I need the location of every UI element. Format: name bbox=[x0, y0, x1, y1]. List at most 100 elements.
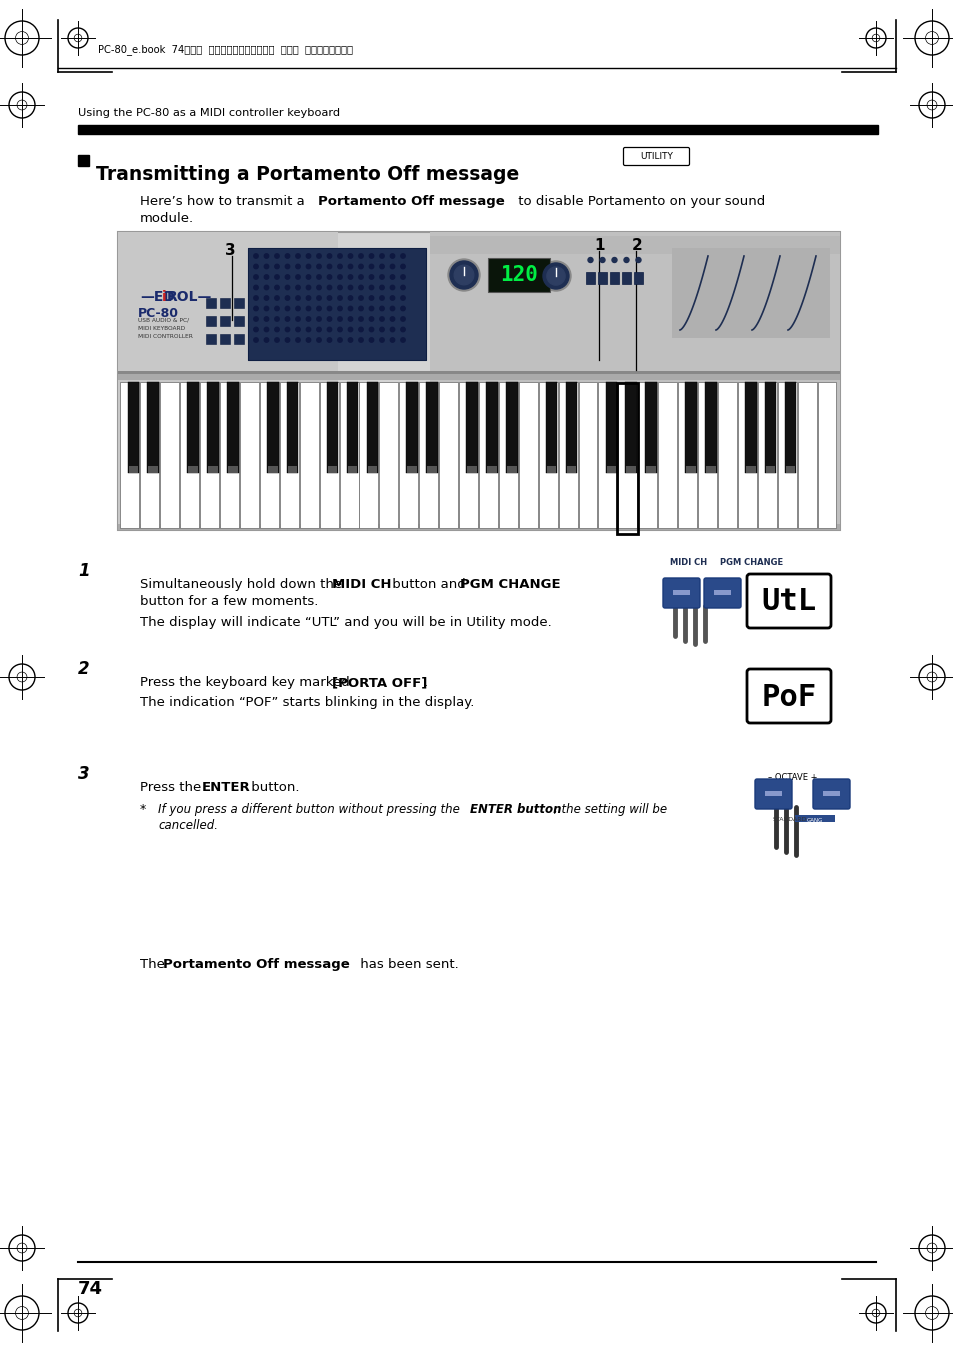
Text: GANG: GANG bbox=[806, 817, 822, 823]
Circle shape bbox=[400, 265, 405, 269]
Bar bbox=[208, 466, 217, 473]
Circle shape bbox=[285, 265, 290, 269]
Bar bbox=[430, 232, 840, 530]
Circle shape bbox=[358, 254, 363, 258]
Bar bbox=[228, 466, 237, 473]
Circle shape bbox=[306, 296, 311, 300]
Bar bbox=[658, 382, 677, 528]
Circle shape bbox=[390, 296, 395, 300]
Circle shape bbox=[400, 285, 405, 289]
Bar bbox=[366, 382, 377, 473]
Circle shape bbox=[253, 265, 258, 269]
Bar bbox=[328, 466, 337, 473]
Bar bbox=[220, 299, 230, 308]
Circle shape bbox=[285, 254, 290, 258]
Circle shape bbox=[358, 274, 363, 280]
Bar bbox=[160, 382, 179, 528]
Bar bbox=[566, 466, 576, 473]
Bar bbox=[645, 382, 657, 473]
Circle shape bbox=[348, 274, 353, 280]
Text: Press the: Press the bbox=[140, 781, 205, 794]
Circle shape bbox=[369, 296, 374, 300]
Text: PGM CHANGE: PGM CHANGE bbox=[720, 558, 782, 567]
Bar bbox=[240, 382, 258, 528]
Bar bbox=[220, 334, 230, 345]
Circle shape bbox=[285, 274, 290, 280]
Bar bbox=[233, 299, 244, 308]
Circle shape bbox=[348, 338, 353, 342]
Circle shape bbox=[337, 254, 342, 258]
Bar bbox=[744, 382, 756, 473]
FancyBboxPatch shape bbox=[623, 147, 689, 166]
FancyBboxPatch shape bbox=[746, 574, 830, 628]
FancyBboxPatch shape bbox=[746, 669, 830, 723]
Circle shape bbox=[316, 307, 321, 311]
Bar bbox=[118, 232, 337, 530]
Bar bbox=[140, 382, 159, 528]
Bar bbox=[797, 382, 816, 528]
Circle shape bbox=[253, 327, 258, 332]
Circle shape bbox=[306, 338, 311, 342]
Bar bbox=[488, 258, 550, 292]
Circle shape bbox=[327, 274, 332, 280]
Bar bbox=[737, 382, 756, 528]
Bar bbox=[546, 466, 556, 473]
Circle shape bbox=[327, 327, 332, 332]
Bar bbox=[259, 382, 278, 528]
Text: button.: button. bbox=[247, 781, 299, 794]
Circle shape bbox=[348, 285, 353, 289]
Circle shape bbox=[400, 296, 405, 300]
Bar bbox=[625, 382, 637, 473]
Circle shape bbox=[274, 327, 279, 332]
Bar bbox=[118, 232, 840, 530]
Text: 3: 3 bbox=[78, 765, 90, 784]
Circle shape bbox=[274, 274, 279, 280]
Circle shape bbox=[327, 338, 332, 342]
Circle shape bbox=[264, 296, 269, 300]
Circle shape bbox=[390, 338, 395, 342]
Circle shape bbox=[348, 296, 353, 300]
Bar bbox=[545, 382, 557, 473]
Circle shape bbox=[369, 254, 374, 258]
Circle shape bbox=[379, 338, 384, 342]
Circle shape bbox=[327, 296, 332, 300]
Bar bbox=[118, 524, 840, 530]
Bar bbox=[606, 466, 616, 473]
Bar bbox=[785, 466, 795, 473]
Circle shape bbox=[400, 327, 405, 332]
Circle shape bbox=[253, 285, 258, 289]
Circle shape bbox=[379, 296, 384, 300]
Circle shape bbox=[285, 285, 290, 289]
Circle shape bbox=[390, 307, 395, 311]
Circle shape bbox=[369, 307, 374, 311]
Circle shape bbox=[306, 307, 311, 311]
Circle shape bbox=[390, 316, 395, 322]
Circle shape bbox=[358, 316, 363, 322]
Bar bbox=[794, 815, 834, 821]
Bar bbox=[458, 382, 477, 528]
Bar bbox=[498, 382, 517, 528]
Circle shape bbox=[274, 338, 279, 342]
Text: Portamento Off message: Portamento Off message bbox=[163, 958, 350, 971]
Circle shape bbox=[264, 338, 269, 342]
Text: ENTER button: ENTER button bbox=[470, 802, 561, 816]
Bar bbox=[478, 382, 497, 528]
Bar bbox=[288, 466, 297, 473]
Circle shape bbox=[285, 327, 290, 332]
Circle shape bbox=[316, 265, 321, 269]
Circle shape bbox=[369, 274, 374, 280]
Circle shape bbox=[400, 254, 405, 258]
Circle shape bbox=[450, 261, 477, 289]
Circle shape bbox=[379, 274, 384, 280]
Text: 1: 1 bbox=[594, 238, 604, 253]
FancyBboxPatch shape bbox=[812, 780, 849, 809]
FancyBboxPatch shape bbox=[754, 780, 791, 809]
Bar bbox=[486, 382, 497, 473]
Circle shape bbox=[337, 296, 342, 300]
Bar bbox=[220, 316, 230, 326]
Circle shape bbox=[327, 265, 332, 269]
Circle shape bbox=[623, 258, 628, 262]
Text: 3: 3 bbox=[225, 243, 235, 258]
Circle shape bbox=[369, 285, 374, 289]
Bar bbox=[518, 382, 537, 528]
